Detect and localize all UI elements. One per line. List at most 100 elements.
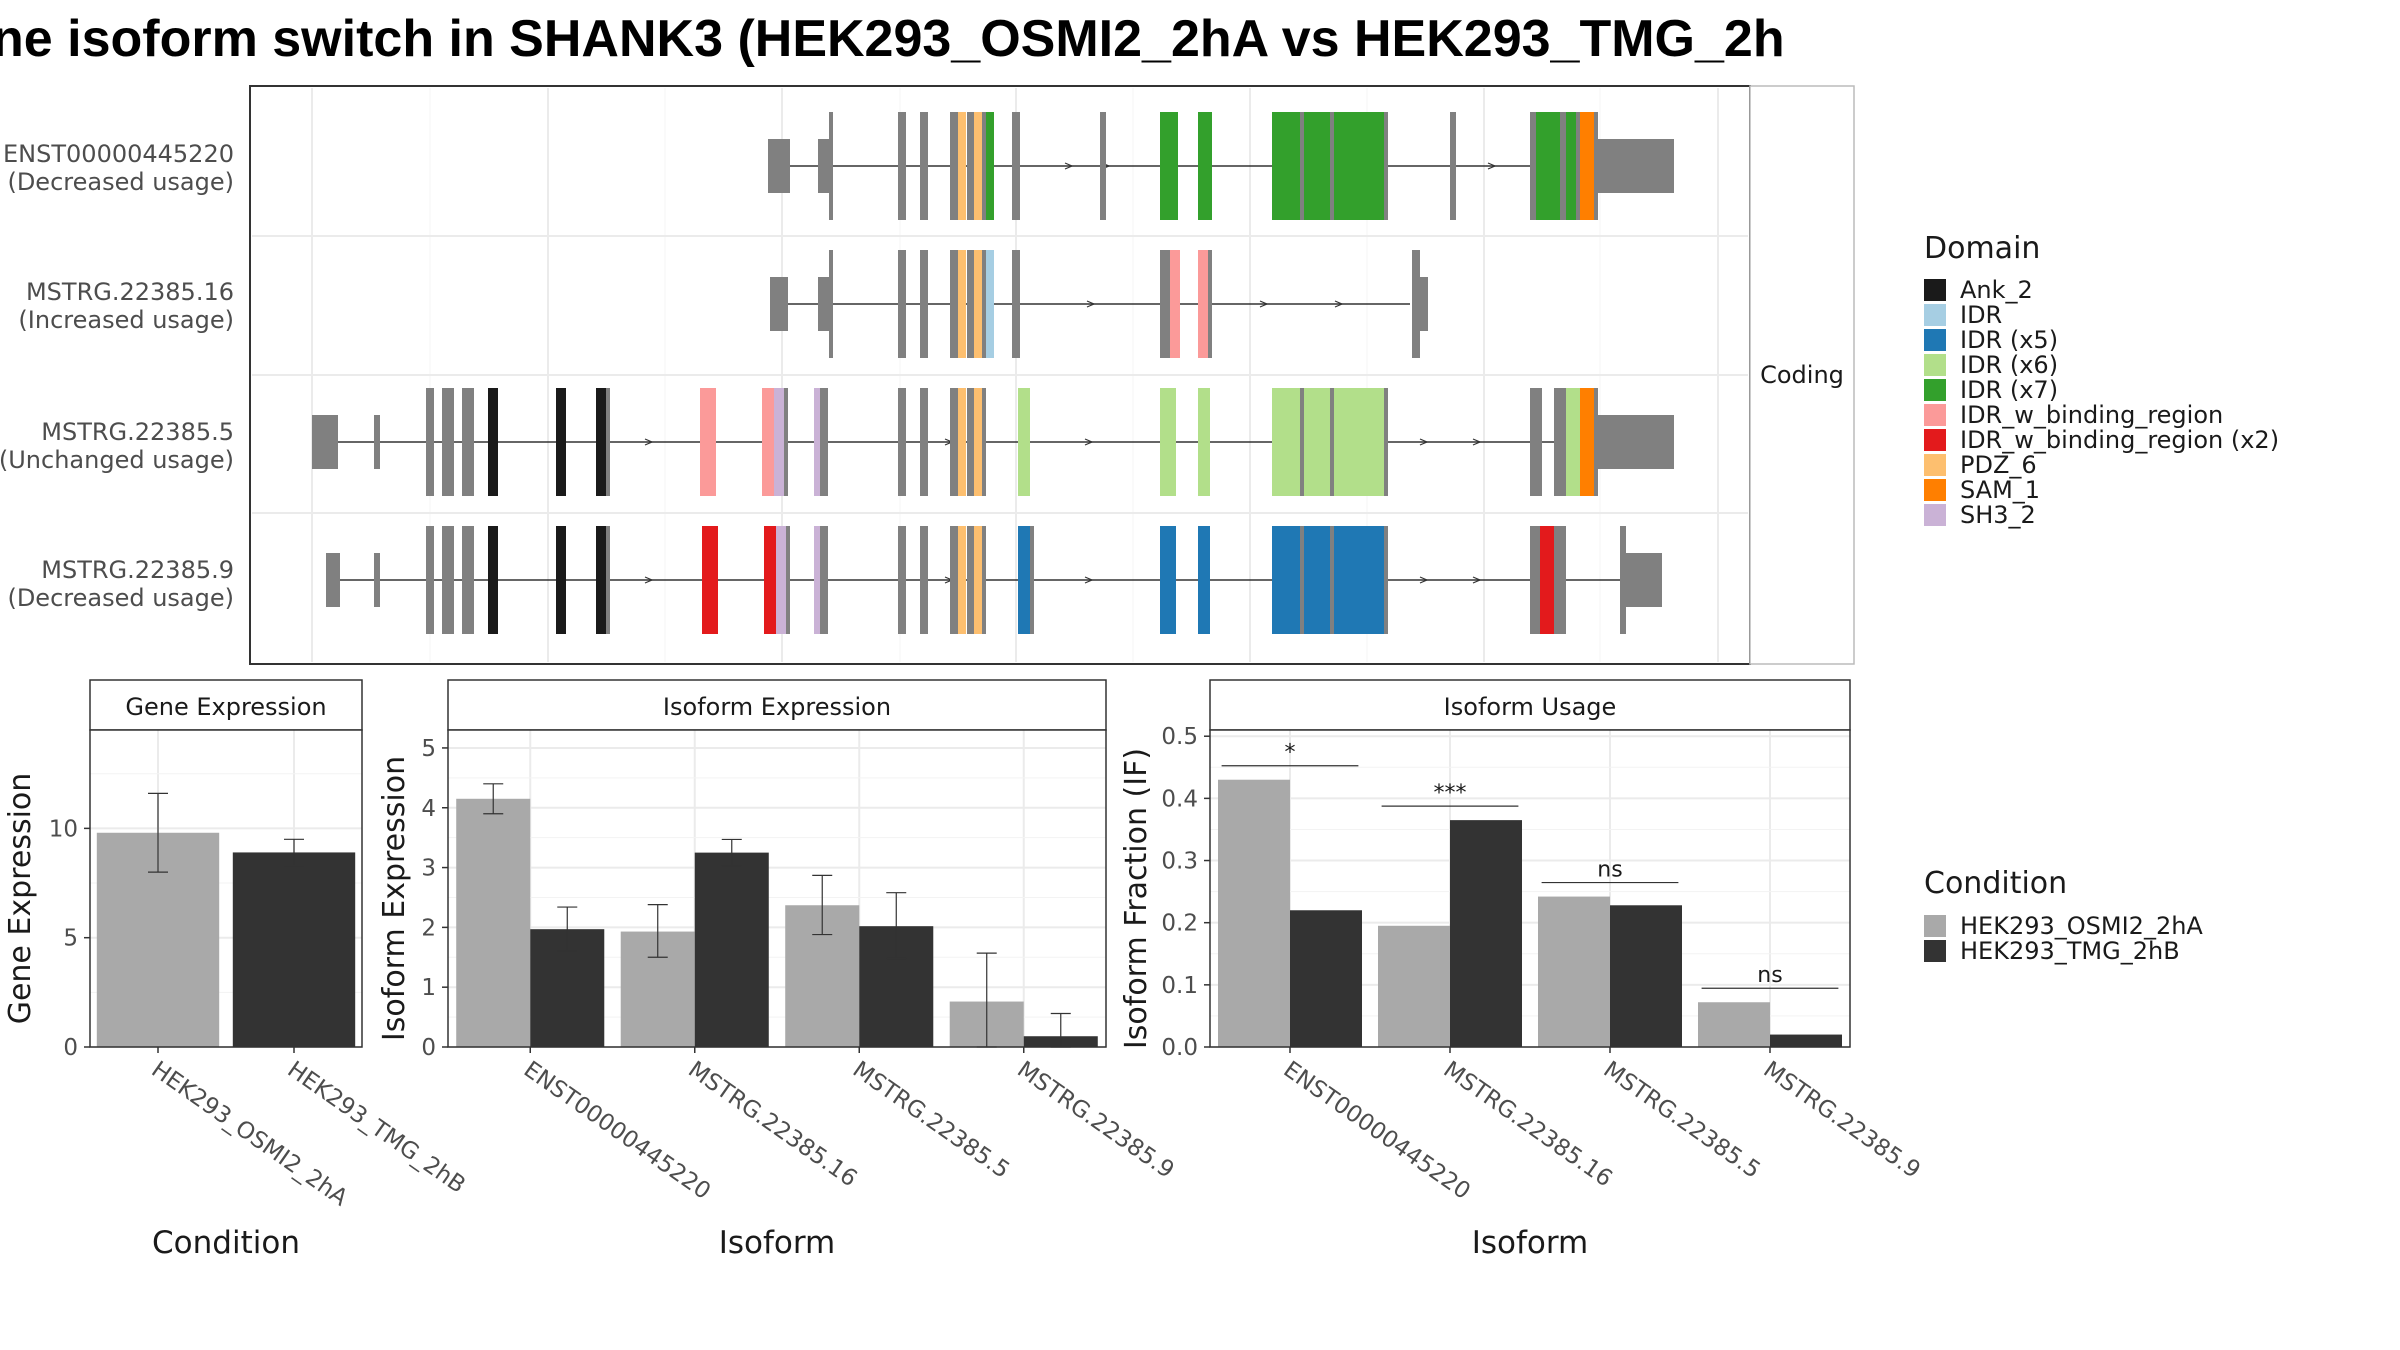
legend-label: IDR (x5)	[1960, 326, 2058, 354]
coding-exon	[1354, 112, 1384, 220]
coding-exon	[1384, 388, 1388, 496]
coding-exon	[1330, 388, 1334, 496]
utr-exon	[312, 415, 338, 469]
coding-exon	[958, 250, 966, 358]
strand-arrow	[1419, 576, 1429, 584]
legend-label: HEK293_TMG_2hB	[1960, 937, 2180, 965]
legend-swatch	[1924, 454, 1946, 476]
x-tick-label: MSTRG.22385.16	[1439, 1057, 1617, 1193]
coding-exon	[1554, 526, 1566, 634]
coding-exon	[488, 388, 498, 496]
figure-title: ne isoform switch in SHANK3 (HEK293_OSMI…	[0, 10, 1785, 68]
legend-label: PDZ_6	[1960, 451, 2037, 479]
y-tick-label: 4	[421, 796, 436, 822]
coding-exon	[1594, 388, 1598, 496]
coding-exon	[1160, 388, 1176, 496]
legend-label: SAM_1	[1960, 476, 2040, 504]
strand-arrow	[1472, 438, 1482, 446]
utr-exon	[818, 277, 830, 331]
coding-exon	[958, 526, 966, 634]
facet-strip	[1749, 85, 1855, 665]
y-tick-label: 0	[63, 1035, 78, 1061]
significance-label: *	[1285, 741, 1296, 766]
panel-border	[1209, 729, 1851, 1048]
utr-exon	[1598, 139, 1674, 193]
coding-exon	[920, 250, 928, 358]
strand-arrow	[1086, 300, 1096, 308]
coding-exon	[967, 112, 975, 220]
y-tick-label: 0.5	[1161, 724, 1198, 750]
coding-exon	[426, 526, 434, 634]
coding-exon	[820, 388, 828, 496]
legend-swatch	[1924, 354, 1946, 376]
coding-exon	[1536, 112, 1560, 220]
coding-exon	[1330, 112, 1334, 220]
coding-exon	[488, 526, 498, 634]
transcript-usage-label: (Increased usage)	[18, 306, 234, 334]
legend-swatch	[1924, 504, 1946, 526]
coding-exon	[1384, 526, 1388, 634]
y-axis-title: Gene Expression	[3, 773, 38, 1025]
bar	[1450, 820, 1522, 1047]
coding-exon	[967, 388, 975, 496]
x-axis-title: Isoform	[1472, 1225, 1589, 1261]
coding-exon	[974, 526, 982, 634]
coding-exon	[898, 526, 906, 634]
coding-exon	[829, 250, 833, 358]
coding-exon	[1160, 526, 1176, 634]
coding-exon	[1304, 526, 1330, 634]
legend-label: IDR	[1960, 301, 2002, 329]
coding-exon	[596, 526, 606, 634]
x-tick-label: MSTRG.22385.9	[1012, 1057, 1178, 1184]
coding-exon	[1530, 388, 1542, 496]
utr-exon	[768, 139, 790, 193]
coding-exon	[982, 526, 986, 634]
coding-exon	[958, 112, 966, 220]
legend-label: Ank_2	[1960, 276, 2033, 304]
coding-exon	[920, 112, 928, 220]
coding-exon	[967, 526, 975, 634]
coding-exon	[1208, 250, 1212, 358]
coding-exon	[898, 388, 906, 496]
significance-label: ***	[1434, 781, 1467, 806]
coding-exon	[1540, 526, 1554, 634]
utr-exon	[1626, 553, 1662, 607]
y-tick-label: 10	[49, 816, 78, 842]
coding-exon	[1554, 388, 1566, 496]
coding-exon	[1198, 112, 1212, 220]
significance-label: ns	[1597, 858, 1622, 883]
strand-arrow	[1334, 300, 1344, 308]
panel-border	[447, 729, 1107, 1048]
strand-arrow	[1064, 162, 1074, 170]
coding-exon	[1272, 388, 1300, 496]
bar	[1378, 925, 1450, 1047]
coding-exon	[784, 388, 788, 496]
transcript-model	[326, 526, 1662, 634]
coding-exon	[1384, 112, 1388, 220]
coding-exon	[1304, 388, 1330, 496]
coding-exon	[1160, 250, 1170, 358]
strand-arrow	[1084, 576, 1094, 584]
coding-exon	[1030, 526, 1034, 634]
coding-exon	[1300, 526, 1304, 634]
coding-exon	[1018, 388, 1030, 496]
coding-exon	[700, 388, 716, 496]
panel-title: Isoform Expression	[663, 693, 891, 721]
coding-exon	[950, 388, 958, 496]
coding-exon	[1012, 112, 1020, 220]
transcript-label: MSTRG.22385.5	[41, 418, 234, 446]
coding-exon	[462, 526, 474, 634]
x-tick-label: MSTRG.22385.5	[848, 1057, 1014, 1184]
y-tick-label: 0.3	[1161, 849, 1198, 875]
utr-exon	[1598, 415, 1674, 469]
coding-exon	[1566, 112, 1576, 220]
coding-exon	[986, 112, 994, 220]
coding-exon	[1580, 112, 1594, 220]
coding-exon	[1566, 388, 1580, 496]
coding-exon	[774, 388, 784, 496]
coding-exon	[442, 388, 454, 496]
strand-arrow	[1419, 438, 1429, 446]
utr-exon	[818, 139, 830, 193]
